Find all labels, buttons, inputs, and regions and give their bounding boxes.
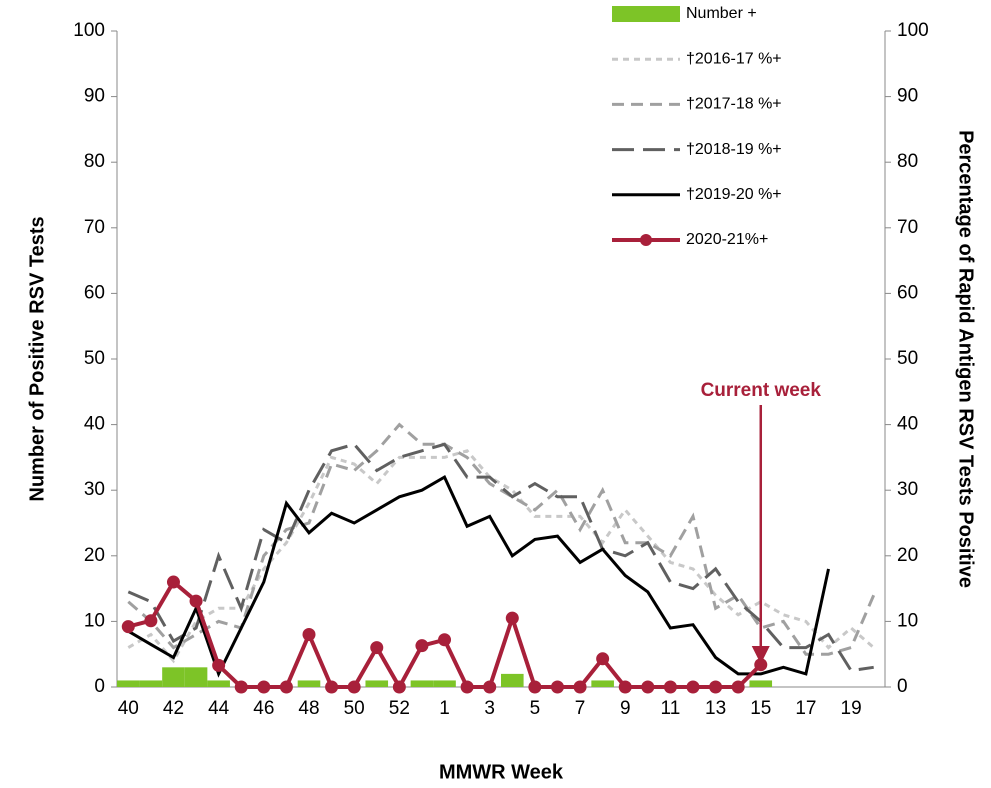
y2-tick-label: 30: [897, 479, 918, 500]
y2-tick-label: 0: [897, 676, 908, 697]
bar: [749, 680, 773, 687]
bar: [297, 680, 321, 687]
y2-tick-label: 60: [897, 282, 918, 303]
y2-tick-label: 50: [897, 348, 918, 369]
annotation-arrowhead: [751, 646, 770, 664]
y-tick-label: 60: [84, 282, 105, 303]
y-tick-label: 50: [84, 348, 105, 369]
legend-label: Number +: [686, 5, 757, 22]
x-tick-label: 15: [750, 698, 771, 719]
legend-label: †2019-20 %+: [686, 186, 782, 203]
series-marker: [279, 680, 293, 694]
x-tick-label: 17: [795, 698, 816, 719]
y-tick-label: 0: [94, 676, 105, 697]
series-marker: [528, 680, 542, 694]
series-marker: [550, 680, 564, 694]
series-marker: [663, 680, 677, 694]
bar: [117, 680, 140, 687]
series-marker: [483, 680, 497, 694]
series-line: [127, 474, 830, 678]
y-tick-label: 100: [73, 20, 105, 41]
series-marker: [370, 641, 384, 655]
legend-label: 2020-21%+: [686, 231, 768, 248]
series-marker: [189, 594, 203, 608]
bar: [139, 680, 163, 687]
series-marker: [641, 680, 655, 694]
annotation: Current week: [701, 380, 822, 401]
x-tick-label: 11: [661, 698, 681, 719]
series-line: [127, 442, 874, 673]
x-tick-label: 7: [575, 698, 586, 719]
legend-label: †2017-18 %+: [686, 96, 782, 113]
series-marker: [596, 652, 610, 666]
y2-axis-title: Percentage of Rapid Antigen RSV Tests Po…: [955, 130, 977, 588]
series-marker: [709, 680, 723, 694]
x-tick-label: 13: [705, 698, 726, 719]
series-marker: [438, 633, 452, 647]
series-marker: [415, 639, 429, 653]
series-marker: [618, 680, 632, 694]
x-tick-label: 52: [389, 698, 410, 719]
series-marker: [121, 620, 135, 634]
y-tick-label: 80: [84, 151, 105, 172]
y-tick-label: 10: [84, 610, 105, 631]
series-line: [127, 422, 876, 656]
y-tick-label: 30: [84, 479, 105, 500]
bar: [365, 680, 389, 687]
legend-label: †2018-19 %+: [686, 141, 782, 158]
series-marker: [505, 611, 519, 625]
y2-tick-label: 10: [897, 610, 918, 631]
x-tick-label: 42: [163, 698, 184, 719]
series-marker: [325, 680, 339, 694]
x-tick-label: 46: [253, 698, 274, 719]
x-tick-label: 1: [439, 698, 450, 719]
bar: [162, 667, 185, 687]
bar: [501, 673, 524, 687]
series-marker: [347, 680, 361, 694]
bar: [184, 667, 208, 687]
y2-tick-label: 20: [897, 545, 918, 566]
series-marker: [573, 680, 587, 694]
y2-tick-label: 70: [897, 217, 918, 238]
legend-label: †2016-17 %+: [686, 50, 782, 67]
y2-tick-label: 90: [897, 86, 918, 107]
bar: [207, 680, 230, 687]
series-marker: [166, 575, 180, 589]
y-tick-label: 40: [84, 414, 105, 435]
x-tick-label: 3: [484, 698, 495, 719]
series-marker: [686, 680, 700, 694]
series-marker: [392, 680, 406, 694]
y2-tick-label: 100: [897, 20, 929, 41]
x-tick-label: 50: [344, 698, 365, 719]
y2-tick-label: 40: [897, 414, 918, 435]
series-marker: [460, 680, 474, 694]
legend-marker: [640, 234, 652, 246]
legend-swatch: [612, 6, 680, 22]
x-tick-label: 19: [841, 698, 862, 719]
y-tick-label: 90: [84, 86, 105, 107]
series-marker: [257, 680, 271, 694]
series-marker: [754, 658, 768, 672]
y-tick-label: 70: [84, 217, 105, 238]
x-tick-label: 48: [298, 698, 319, 719]
bar: [591, 680, 614, 687]
bar: [410, 680, 434, 687]
x-axis-title: MMWR Week: [439, 761, 564, 783]
x-tick-label: 44: [208, 698, 230, 719]
y-tick-label: 20: [84, 545, 105, 566]
series-marker: [234, 680, 248, 694]
y2-tick-label: 80: [897, 151, 918, 172]
x-tick-label: 5: [530, 698, 541, 719]
x-tick-label: 40: [118, 698, 139, 719]
series-marker: [302, 628, 316, 642]
y-axis-title: Number of Positive RSV Tests: [26, 216, 48, 501]
bar: [433, 680, 456, 687]
series-marker: [731, 680, 745, 694]
series-marker: [212, 658, 226, 672]
series-marker: [144, 614, 158, 628]
x-tick-label: 9: [620, 698, 631, 719]
